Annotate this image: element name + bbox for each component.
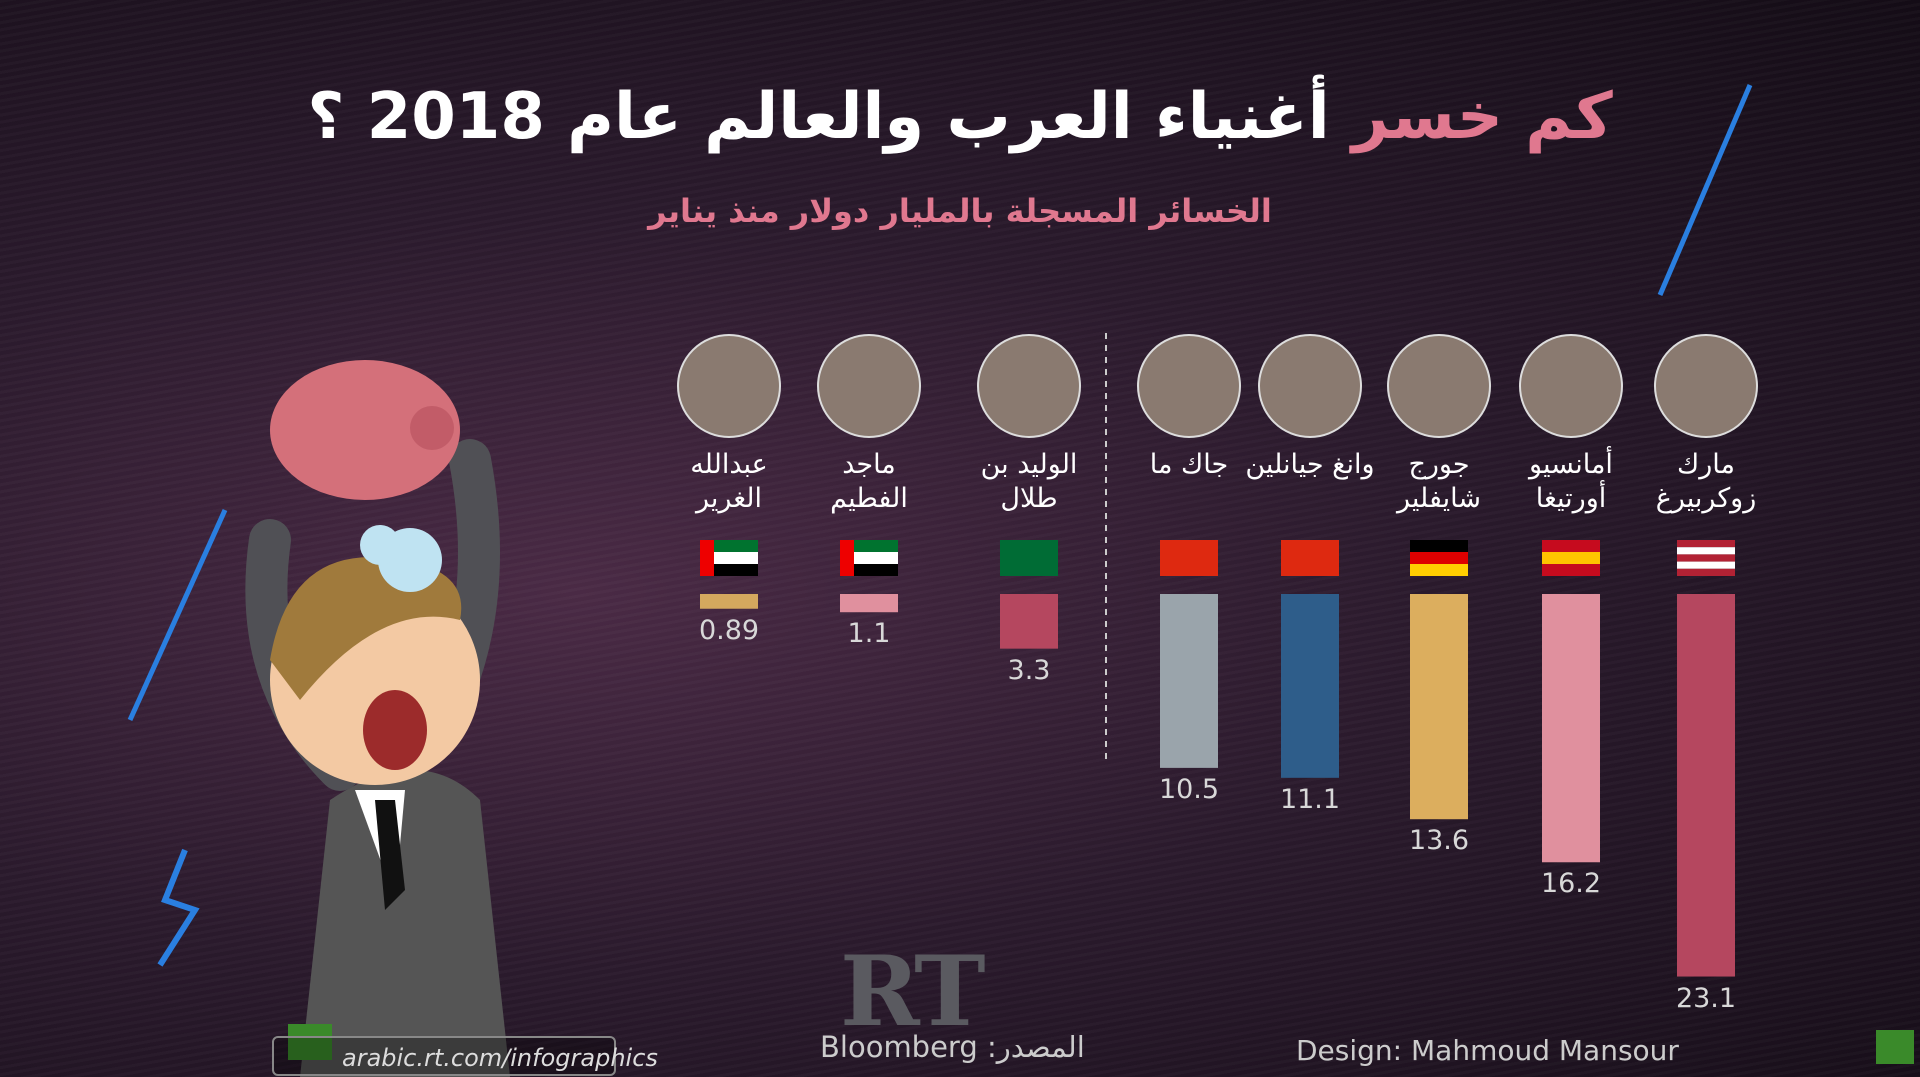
flag [840,540,898,552]
flag [1281,540,1339,576]
flag [1677,568,1735,576]
flag [840,552,898,564]
flag [1542,552,1600,564]
flag [1542,564,1600,576]
flag [700,564,758,576]
value-label: 0.89 [698,614,760,646]
person-name: عبدالله الغرير [690,449,768,514]
value-label: 23.1 [1675,982,1737,1014]
logo: RT [840,935,986,1048]
source: المصدر: Bloomberg [820,1030,1085,1064]
bar [1542,594,1600,863]
portrait [677,334,781,438]
portrait [977,334,1081,438]
value-label: 1.1 [847,618,891,650]
cartoon [127,84,1753,1077]
bar [1410,594,1468,820]
corner-logo [1876,1030,1914,1064]
flag [1677,540,1735,548]
subtitle: الخسائر المسجلة بالمليار دولار منذ يناير [648,192,1272,230]
flag [840,564,898,576]
person-name: مارك زوكربيرغ [1655,449,1757,514]
bar [1000,594,1058,649]
flag [1410,540,1468,552]
value-label: 3.3 [1007,654,1051,686]
flag [840,540,854,576]
value-label: 16.2 [1540,868,1602,900]
bar [1677,594,1735,977]
title-rest: أغنياء العرب والعالم عام 2018 ؟ [307,80,1330,154]
portrait [1137,334,1241,438]
value-label: 11.1 [1279,783,1341,815]
portrait [1654,334,1758,438]
bar [1160,594,1218,768]
person-name: الوليد بن طلال [980,449,1078,514]
portrait [1519,334,1623,438]
portrait [1387,334,1491,438]
flag [1000,540,1058,576]
portrait [817,334,921,438]
portrait [1258,334,1362,438]
person-name: وانغ جيانلين [1245,449,1375,480]
flag [1677,554,1735,562]
flag [1677,561,1735,569]
title-highlight: كم خسر [1351,80,1613,154]
flag [700,552,758,564]
credit: Design: Mahmoud Mansour [1296,1034,1679,1067]
flag [1410,552,1468,564]
flag [700,540,758,552]
person-name: ماجد الفطيم [830,449,908,514]
flag [1542,540,1600,552]
bar [840,594,898,613]
person-name: أمانسيو أورتيغا [1529,449,1613,514]
title: كم خسر أغنياء العرب والعالم عام 2018 ؟ [0,80,1920,154]
bar [1281,594,1339,778]
url-logo [288,1024,332,1060]
value-label: 13.6 [1408,825,1470,857]
person-name: جورج شايفلير [1396,449,1481,514]
flag [1677,547,1735,555]
flag [1160,540,1218,576]
person-name: جاك ما [1149,449,1229,480]
value-label: 10.5 [1158,773,1220,805]
bar [700,594,758,609]
flag [1410,564,1468,576]
flag [700,540,714,576]
url: arabic.rt.com/infographics [272,1036,658,1076]
